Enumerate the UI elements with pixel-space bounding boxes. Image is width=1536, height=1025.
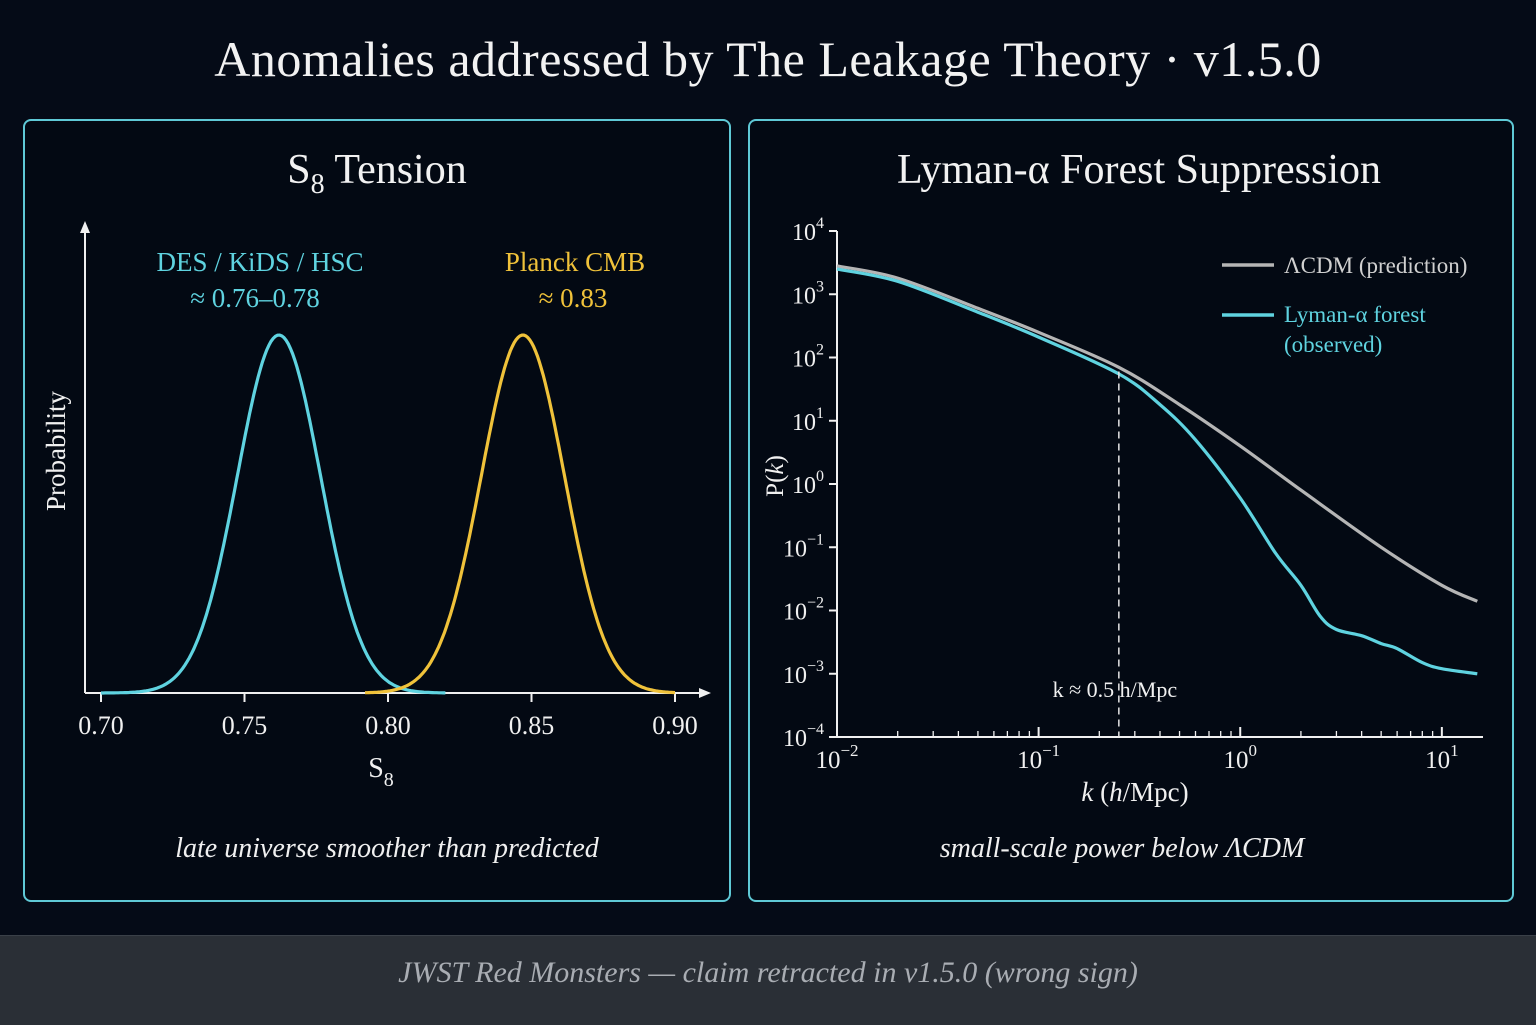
legend: ΛCDM (prediction) Lyman-α forest (observ… (1222, 253, 1467, 357)
lyman-alpha-panel: Lyman-α Forest Suppression 104 103 102 101 1… (748, 119, 1514, 902)
x-tick-label: 10−1 (1017, 741, 1060, 774)
x-axis-label: S8 (368, 753, 394, 791)
y-tick-label: 10−2 (783, 595, 824, 626)
lyman-alpha-chart: Lyman-α Forest Suppression 104 103 102 101 1… (762, 147, 1483, 864)
chart-caption: late universe smoother than predicted (175, 833, 600, 864)
x-axis-label: k (h/Mpc) (1081, 777, 1188, 807)
y-tick-label: 100 (792, 468, 824, 499)
y-axis-label: Probability (41, 391, 71, 511)
des-series-label: DES / KiDS / HSC (156, 247, 363, 277)
x-tick-label: 0.70 (78, 711, 124, 740)
s8-tension-chart: S8 Tension 0.70 0.75 0.80 0.85 0.90 Probabil… (41, 147, 711, 864)
y-tick-label: 101 (792, 405, 824, 436)
planck-cmb-curve (365, 333, 676, 695)
chart-title: Lyman-α Forest Suppression (897, 147, 1381, 193)
chart-title: S8 Tension (287, 147, 466, 200)
y-tick-label: 104 (792, 215, 824, 246)
y-axis-label: P(k) (762, 455, 789, 497)
x-tick-label: 0.85 (509, 711, 555, 740)
des-kids-hsc-curve (101, 333, 446, 695)
x-tick-label: 0.90 (652, 711, 698, 740)
x-axis-arrow (699, 688, 711, 698)
legend-label-lcdm: ΛCDM (prediction) (1284, 253, 1467, 278)
x-tick-label: 0.75 (222, 711, 268, 740)
x-tick-label: 0.80 (365, 711, 411, 740)
legend-label-lyman: Lyman-α forest (1284, 302, 1426, 327)
footer-note: JWST Red Monsters — claim retracted in v… (398, 956, 1138, 989)
lcdm-prediction-curve (836, 264, 1478, 603)
planck-series-label: Planck CMB (505, 247, 645, 277)
y-tick-label: 10−1 (783, 531, 824, 562)
annotation-label: k ≈ 0.5 h/Mpc (1053, 677, 1178, 702)
chart-caption: small-scale power below ΛCDM (940, 833, 1306, 864)
y-tick-label: 10−3 (783, 658, 824, 689)
y-axis-arrow (80, 221, 90, 233)
legend-label-lyman-2: (observed) (1284, 332, 1382, 357)
footer-bar (0, 935, 1536, 1025)
page-title: Anomalies addressed by The Leakage Theor… (214, 31, 1322, 87)
des-value-label: ≈ 0.76–0.78 (190, 283, 320, 313)
planck-value-label: ≈ 0.83 (539, 283, 608, 313)
x-tick-label: 100 (1223, 741, 1257, 774)
x-tick-label: 101 (1425, 741, 1459, 774)
s8-tension-panel: S8 Tension 0.70 0.75 0.80 0.85 0.90 Probabil… (23, 119, 731, 902)
y-tick-label: 102 (792, 342, 824, 373)
x-tick-label: 10−2 (815, 741, 858, 774)
y-tick-label: 10−4 (783, 721, 824, 752)
lyman-alpha-observed-curve (836, 267, 1478, 676)
y-tick-label: 103 (792, 278, 824, 309)
